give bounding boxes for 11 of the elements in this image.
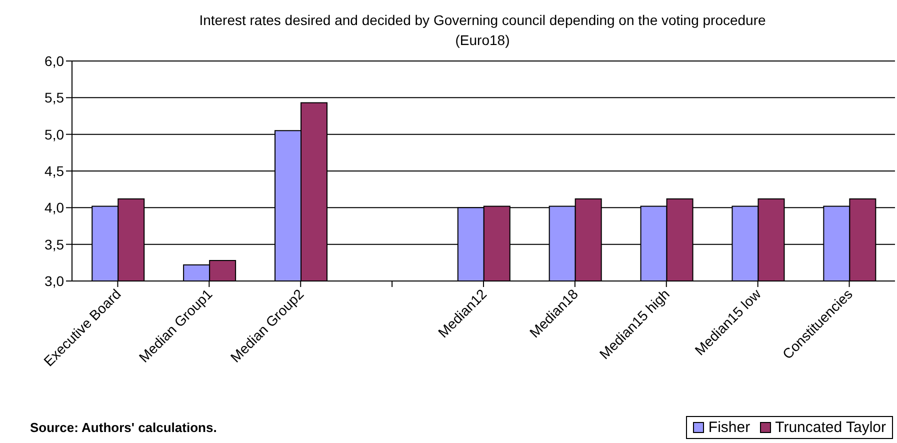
y-tick-label: 3,5 [44,236,64,252]
legend-label: Fisher [707,419,750,436]
source-note: Source: Authors' calculations. [30,420,217,435]
y-tick-label: 6,0 [44,52,64,69]
legend-label: Truncated Taylor [774,419,886,436]
y-tick-label: 4,5 [44,162,64,179]
chart-title: Interest rates desired and decided by Governing council depending on the voting procedure (Euro18) [198,11,767,50]
y-tick-label: 4,0 [44,200,64,216]
y-tick-label: 5,5 [44,90,64,106]
y-tick-label: 5,0 [44,126,64,142]
y-tick-label: 3,0 [44,272,64,289]
